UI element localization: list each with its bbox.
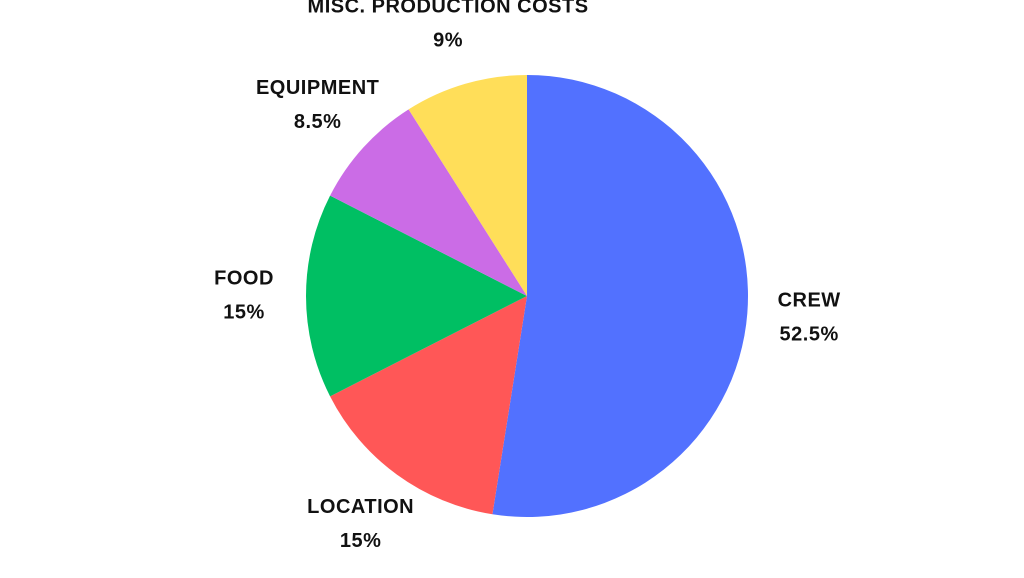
slice-value-label: 15% — [223, 301, 265, 323]
slice-label: EQUIPMENT — [256, 77, 379, 99]
slice-value-label: 52.5% — [780, 323, 839, 345]
pie-slice — [306, 195, 527, 397]
slice-value-label: 8.5% — [294, 111, 342, 133]
slice-value-label: 15% — [340, 530, 382, 552]
pie-slice — [408, 75, 527, 296]
slice-label: MISC. PRODUCTION COSTS — [308, 0, 589, 18]
slice-label: CREW — [778, 289, 841, 311]
slice-value-label: 9% — [433, 30, 463, 52]
slice-label: LOCATION — [307, 496, 414, 518]
slice-label: FOOD — [214, 267, 274, 289]
pie-slice — [330, 109, 527, 296]
pie-slice — [330, 296, 527, 515]
pie-slice — [492, 75, 748, 517]
